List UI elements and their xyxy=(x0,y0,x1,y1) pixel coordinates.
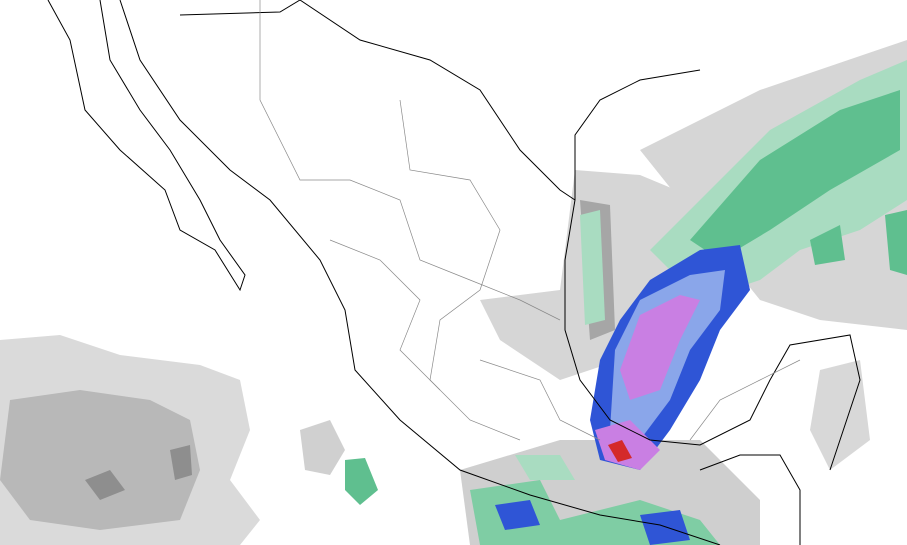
gray-precip-fields xyxy=(0,40,907,545)
yucatan-gray xyxy=(810,360,870,470)
red-core xyxy=(608,440,632,462)
isthmus-green xyxy=(515,455,575,480)
pacific-gray-small xyxy=(300,420,345,475)
pacific-gray-field-dark xyxy=(85,445,192,500)
pacific-green xyxy=(345,458,378,505)
state-border xyxy=(259,0,561,321)
state-border xyxy=(329,239,601,441)
gulf-green-core xyxy=(690,90,900,260)
gulf-coast xyxy=(564,69,861,471)
purple-core xyxy=(620,295,700,400)
state-borders xyxy=(259,0,801,441)
guatemala-border xyxy=(699,454,801,545)
east-green xyxy=(810,210,907,275)
purple-south xyxy=(595,420,660,470)
south-blue xyxy=(495,500,690,545)
state-border xyxy=(689,359,801,441)
intense-precip-fields xyxy=(595,295,700,470)
baja-peninsula-outline xyxy=(47,0,246,292)
mainland-pacific-coast xyxy=(119,0,721,545)
coastal-green xyxy=(580,210,605,325)
state-border xyxy=(399,99,521,441)
us-border xyxy=(179,0,576,201)
coastlines xyxy=(47,0,861,545)
pacific-gray-field-mid xyxy=(0,390,200,530)
green-precip-fields xyxy=(345,60,907,545)
